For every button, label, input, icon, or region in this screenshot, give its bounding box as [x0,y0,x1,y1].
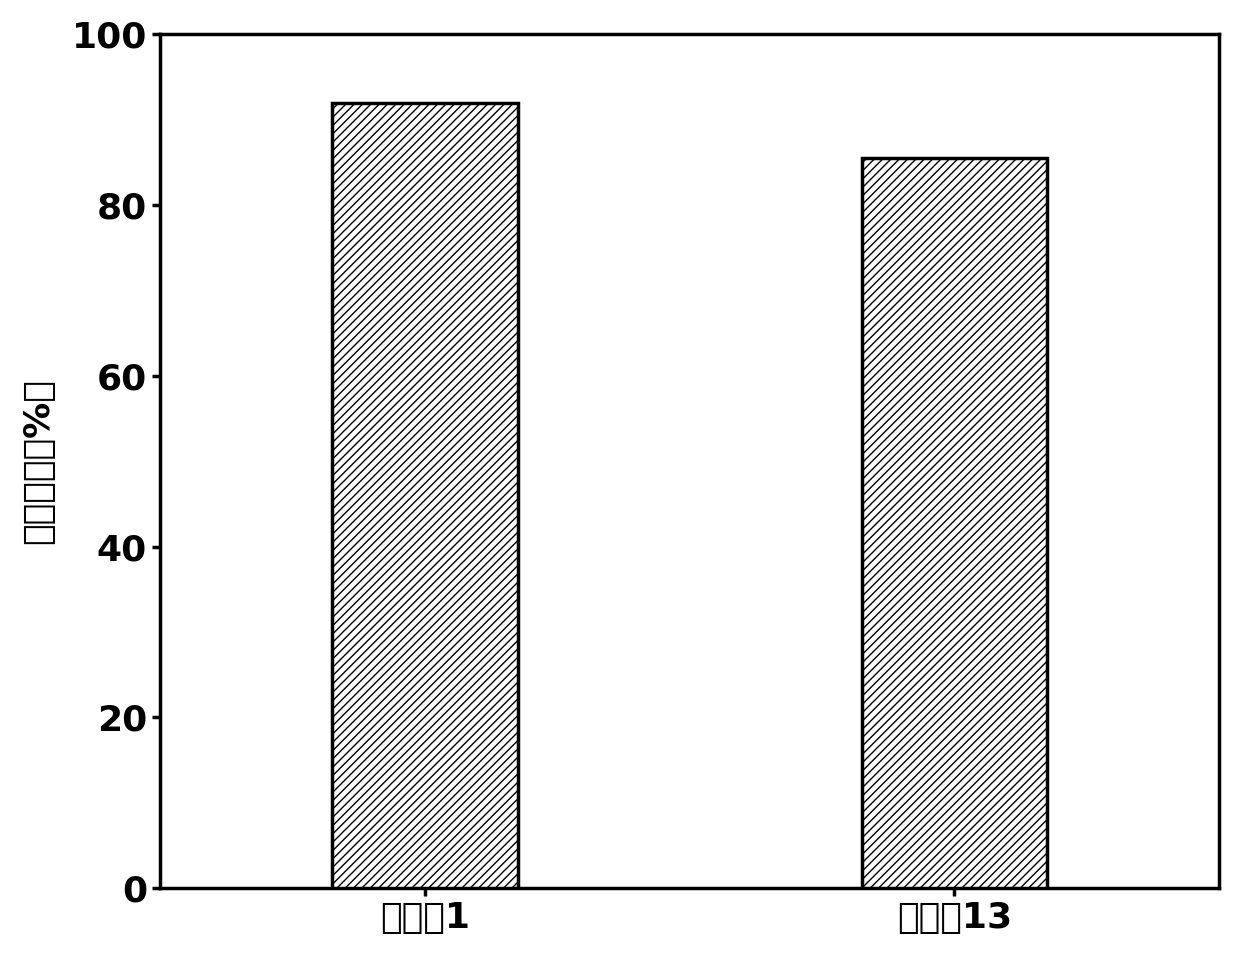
Bar [862,158,1047,888]
Y-axis label: 量子产率（%）: 量子产率（%） [21,379,55,544]
Bar [332,102,517,888]
